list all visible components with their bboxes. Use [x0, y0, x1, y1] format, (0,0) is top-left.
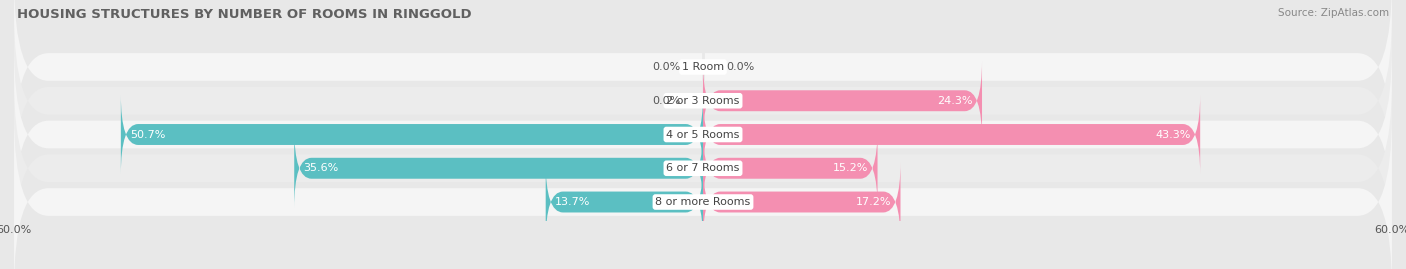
FancyBboxPatch shape — [14, 47, 1392, 222]
FancyBboxPatch shape — [14, 81, 1392, 256]
Text: HOUSING STRUCTURES BY NUMBER OF ROOMS IN RINGGOLD: HOUSING STRUCTURES BY NUMBER OF ROOMS IN… — [17, 8, 471, 21]
Text: 50.7%: 50.7% — [129, 129, 166, 140]
Text: 35.6%: 35.6% — [304, 163, 339, 173]
Text: 6 or 7 Rooms: 6 or 7 Rooms — [666, 163, 740, 173]
Text: 1 Room: 1 Room — [682, 62, 724, 72]
Text: 0.0%: 0.0% — [725, 62, 754, 72]
FancyBboxPatch shape — [14, 115, 1392, 269]
Text: 15.2%: 15.2% — [832, 163, 869, 173]
Text: 2 or 3 Rooms: 2 or 3 Rooms — [666, 96, 740, 106]
FancyBboxPatch shape — [546, 162, 703, 242]
FancyBboxPatch shape — [703, 61, 981, 141]
Legend: Owner-occupied, Renter-occupied: Owner-occupied, Renter-occupied — [582, 268, 824, 269]
FancyBboxPatch shape — [703, 162, 900, 242]
FancyBboxPatch shape — [14, 0, 1392, 154]
Text: 8 or more Rooms: 8 or more Rooms — [655, 197, 751, 207]
Text: 24.3%: 24.3% — [938, 96, 973, 106]
FancyBboxPatch shape — [14, 13, 1392, 188]
FancyBboxPatch shape — [703, 94, 1201, 175]
Text: 0.0%: 0.0% — [652, 96, 681, 106]
Text: 0.0%: 0.0% — [652, 62, 681, 72]
Text: 13.7%: 13.7% — [555, 197, 591, 207]
Text: 17.2%: 17.2% — [856, 197, 891, 207]
Text: 43.3%: 43.3% — [1156, 129, 1191, 140]
Text: 4 or 5 Rooms: 4 or 5 Rooms — [666, 129, 740, 140]
FancyBboxPatch shape — [121, 94, 703, 175]
FancyBboxPatch shape — [703, 128, 877, 208]
Text: Source: ZipAtlas.com: Source: ZipAtlas.com — [1278, 8, 1389, 18]
FancyBboxPatch shape — [294, 128, 703, 208]
